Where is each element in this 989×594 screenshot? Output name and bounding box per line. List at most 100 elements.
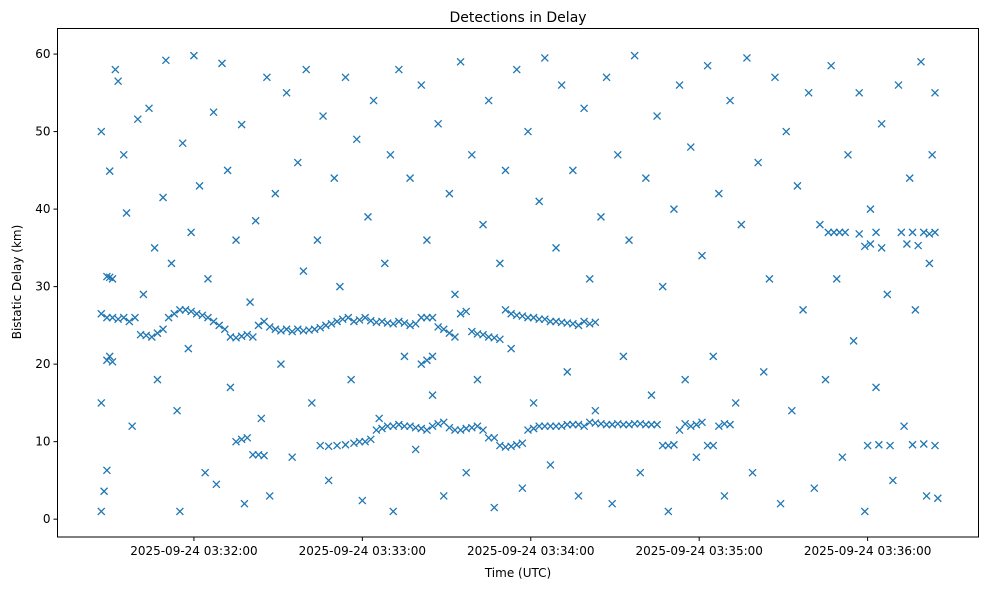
data-point: [574, 321, 583, 330]
x-axis-label: Time (UTC): [484, 566, 551, 580]
data-point: [114, 77, 123, 86]
data-point: [417, 313, 426, 322]
data-point: [737, 220, 746, 229]
data-point: [793, 181, 802, 190]
data-point: [877, 119, 886, 128]
data-point: [908, 228, 917, 237]
data-point: [462, 307, 471, 316]
data-point: [159, 193, 168, 202]
data-point: [557, 422, 566, 431]
data-point: [237, 120, 246, 129]
data-point: [97, 398, 106, 407]
y-tick-label: 20: [35, 357, 50, 371]
data-point: [102, 272, 111, 281]
data-point: [529, 398, 538, 407]
data-point: [916, 57, 925, 66]
data-point: [451, 426, 459, 434]
data-point: [159, 325, 168, 334]
data-point: [473, 422, 482, 431]
data-point: [726, 420, 735, 429]
data-point: [341, 73, 350, 82]
data-point: [299, 267, 308, 276]
data-point: [557, 81, 566, 90]
data-point: [187, 307, 196, 316]
data-point: [232, 236, 240, 245]
data-point: [827, 61, 836, 70]
data-point: [501, 166, 510, 175]
data-point: [439, 325, 448, 334]
data-point: [139, 290, 148, 299]
data-point: [333, 441, 342, 450]
data-point: [630, 419, 639, 428]
data-point: [658, 441, 667, 450]
data-point: [507, 344, 516, 353]
data-point: [925, 229, 934, 238]
data-point: [619, 352, 628, 361]
data-point: [931, 228, 939, 237]
data-point: [248, 450, 257, 459]
data-point: [490, 503, 499, 512]
data-point: [406, 422, 415, 431]
data-point: [153, 375, 162, 384]
data-point: [189, 51, 198, 60]
data-point: [378, 317, 386, 326]
data-point: [787, 406, 796, 415]
data-point: [293, 325, 302, 334]
data-point: [653, 112, 662, 121]
data-point: [933, 494, 942, 503]
data-point: [310, 325, 319, 334]
data-point: [364, 212, 372, 221]
data-point: [358, 496, 367, 505]
data-point: [490, 433, 499, 442]
data-point: [591, 318, 600, 327]
data-point: [546, 422, 555, 431]
plot-frame: [57, 28, 979, 538]
data-point: [692, 420, 701, 429]
data-point: [585, 274, 594, 283]
data-point: [445, 423, 454, 432]
data-point: [613, 150, 622, 159]
data-point: [669, 440, 678, 449]
data-point: [484, 96, 493, 105]
data-point: [223, 166, 232, 175]
data-point: [262, 73, 271, 82]
data-point: [849, 336, 858, 345]
data-point: [810, 484, 819, 493]
data-point: [352, 135, 361, 144]
data-point: [422, 426, 431, 434]
data-point: [347, 375, 356, 384]
data-point: [467, 150, 476, 159]
data-point: [226, 383, 235, 392]
data-point: [203, 313, 212, 322]
data-point: [914, 241, 923, 250]
data-point: [703, 441, 712, 450]
data-point: [765, 274, 774, 283]
data-point: [748, 468, 757, 477]
data-point: [150, 243, 159, 252]
data-point: [428, 422, 437, 431]
data-point: [669, 205, 678, 214]
data-point: [313, 236, 322, 245]
data-point: [855, 229, 864, 238]
data-point: [456, 57, 465, 66]
data-point: [246, 298, 255, 307]
data-point: [591, 406, 600, 415]
data-point: [366, 316, 375, 325]
data-point: [271, 189, 280, 198]
data-point: [417, 424, 426, 433]
data-point: [321, 321, 330, 330]
data-point: [731, 398, 740, 407]
x-tick-label: 2025-09-24 03:35:00: [635, 544, 762, 558]
data-point: [872, 383, 881, 392]
data-point: [535, 422, 544, 431]
data-point: [178, 139, 187, 148]
data-point: [282, 325, 291, 334]
data-point: [540, 422, 549, 431]
data-point: [349, 317, 358, 326]
data-point: [307, 398, 316, 407]
data-point: [445, 189, 454, 198]
data-point: [187, 228, 196, 237]
data-point: [681, 419, 690, 428]
data-point: [675, 426, 684, 434]
